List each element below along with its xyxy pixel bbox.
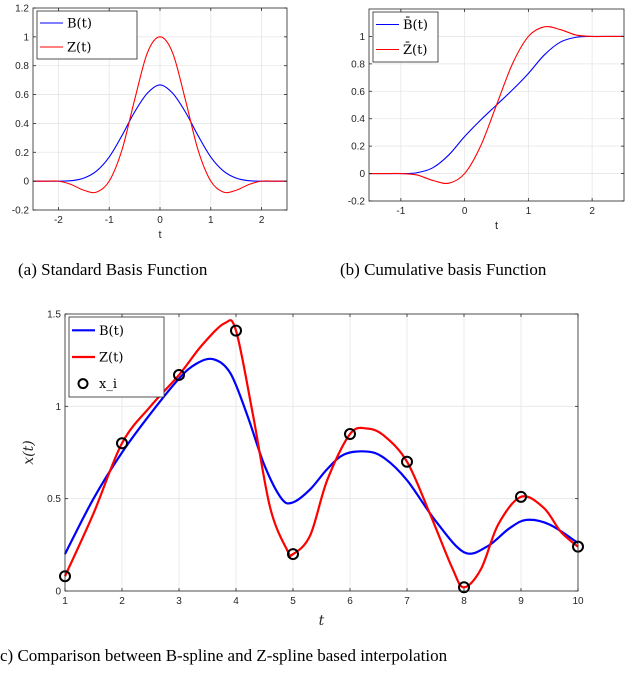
data-point-marker [230,324,242,337]
x-tick-label: -1 [105,215,114,226]
caption-b: (b) Cumulative basis Function [340,260,547,279]
series-line-blue [33,84,287,182]
x-tick-label: 9 [518,596,524,607]
data-point-marker [173,368,185,381]
y-tick-label: 0.4 [15,119,29,130]
series-line-red [63,319,579,589]
chart-interpolation-comparison: 1 2 3 4 5 6 7 8 9 10 0 0.5 1 1.5 t x(t) B(t) Z(t) x_i [21,310,584,629]
legend-label: x_i [99,377,117,392]
axes-box [368,8,625,202]
x-tick-label: -1 [396,206,405,217]
y-axis-label: x(t) [21,440,37,464]
x-tick-label: 1 [526,206,532,217]
series-line-blue [64,357,579,555]
y-tick-label: 0.8 [15,61,29,72]
chart-cumulative-basis: -1 0 1 2 -0.2 0 0.2 0.4 0.6 0.8 1 t B̄(t) Z̄(t) [348,8,625,232]
data-point-marker [344,428,356,441]
x-axis-label: t [319,613,325,629]
data-point-marker [401,455,413,468]
legend-label: Z(t) [67,41,91,56]
series-line-red [33,36,287,194]
y-tick-label: 0 [359,169,365,180]
y-tick-label: 1.2 [15,4,29,15]
y-tick-label: 1 [23,32,29,43]
legend-marker [77,378,89,390]
caption-c: c) Comparison between B-spline and Z-spl… [0,646,448,665]
y-tick-label: -0.2 [348,197,366,208]
y-tick-label: 0.2 [15,148,29,159]
y-tick-label: -0.2 [12,206,30,217]
caption-a: (a) Standard Basis Function [18,260,208,279]
x-tick-label: 2 [259,215,265,226]
x-tick-label: 1 [208,215,214,226]
y-tick-label: 0.5 [47,494,61,505]
x-axis-label: t [495,220,498,232]
axes-box [64,313,579,592]
series-line-red [368,26,624,184]
x-tick-label: 0 [157,215,163,226]
data-point-marker [116,437,128,450]
x-tick-label: 7 [404,596,410,607]
y-tick-label: 0.6 [15,90,29,101]
legend-label: B̄(t) [403,17,428,33]
x-tick-label: 2 [589,206,595,217]
y-tick-label: 0.4 [351,114,365,125]
y-tick-label: 1 [55,402,61,413]
x-tick-label: 4 [233,596,239,607]
x-tick-label: 1 [62,596,68,607]
data-point-marker [515,490,527,503]
legend-label: B(t) [67,17,92,32]
x-tick-label: 2 [119,596,125,607]
x-tick-label: -2 [54,215,63,226]
y-tick-label: 0 [55,587,61,598]
legend-label: Z(t) [99,351,123,366]
x-tick-label: 10 [572,596,584,607]
legend-box [36,10,138,60]
x-tick-label: 5 [290,596,296,607]
data-point-marker [458,581,470,594]
x-tick-label: 0 [462,206,468,217]
y-tick-label: 0.8 [351,59,365,70]
y-tick-label: 0 [23,177,29,188]
data-point-marker [287,548,299,561]
y-tick-label: 0.6 [351,87,365,98]
legend-label: Z̄(t) [403,42,427,58]
y-tick-label: 1.5 [47,310,61,321]
y-tick-label: 1 [359,32,365,43]
x-tick-label: 3 [176,596,182,607]
y-tick-label: 0.2 [351,142,365,153]
chart-standard-basis: -2 -1 0 1 2 -0.2 0 0.2 0.4 0.6 0.8 1 1.2 t B(t) Z(t) [12,4,288,241]
x-tick-label: 8 [461,596,467,607]
x-tick-label: 6 [347,596,353,607]
legend-label: B(t) [99,324,124,339]
x-axis-label: t [158,229,161,241]
legend-box [372,11,439,63]
